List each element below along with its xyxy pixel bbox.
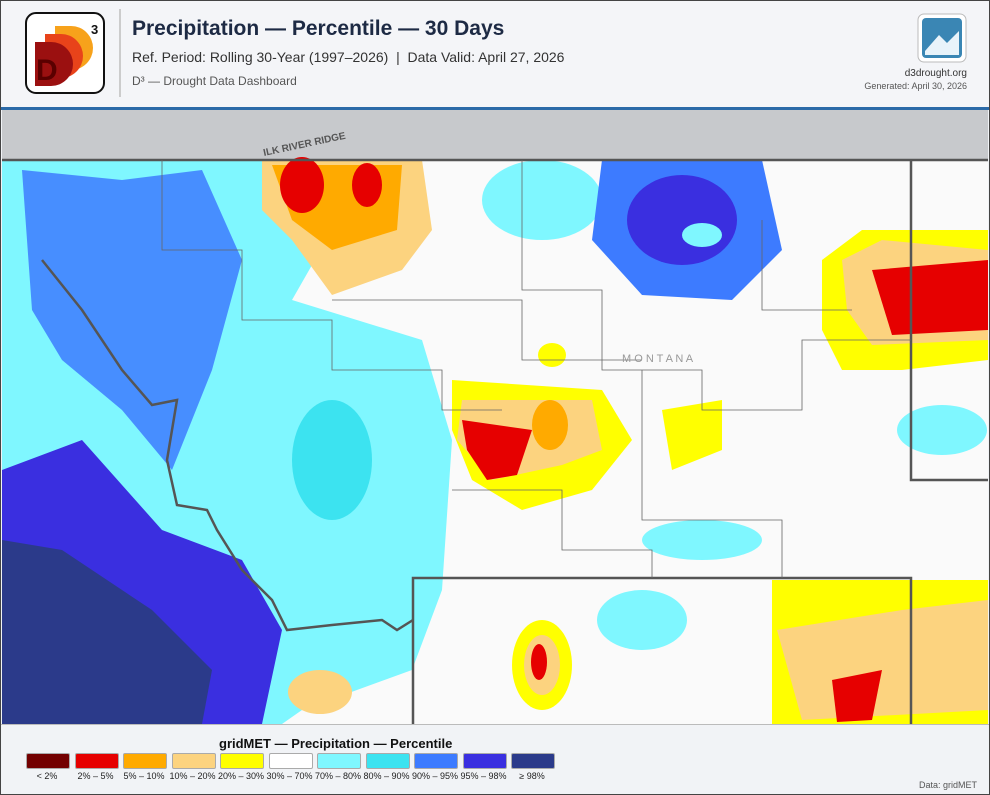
legend-swatch [171, 753, 216, 769]
county-lines [161, 160, 911, 578]
generated: Generated: April 30, 2026 [864, 81, 967, 91]
logo: D 3 [25, 12, 105, 94]
logo-superscript: 3 [91, 22, 98, 37]
state-borders [2, 158, 988, 724]
source: Data: gridMET [918, 780, 977, 790]
legend-label: ≥ 98% [519, 771, 545, 781]
subtitle: Ref. Period: Rolling 30-Year (1997–2026)… [132, 49, 565, 65]
legend-label: 5% – 10% [123, 771, 165, 781]
header: D 3 Precipitation — Percentile — 30 Days… [1, 1, 989, 110]
legend-swatch [74, 753, 119, 769]
legend-label: < 2% [36, 771, 58, 781]
legend: < 2% 2% – 5% 5% – 10% 10% – 20% 20% – 30% 30%… [1, 753, 989, 783]
brand: D³ — Drought Data Dashboard [132, 74, 297, 88]
title: Precipitation — Percentile — 30 Days [132, 17, 505, 40]
legend-title: gridMET — Precipitation — Percentile [219, 736, 453, 751]
legend-swatch [462, 753, 507, 769]
separator [1, 724, 989, 725]
legend-swatch [317, 753, 361, 769]
divider [119, 9, 121, 97]
map: ILK RIVER RIDGE M O N T A N A [2, 110, 988, 724]
site: d3drought.org [904, 68, 967, 79]
legend-swatch [268, 753, 313, 769]
legend-swatch [123, 753, 167, 769]
legend-label: 90% – 95% [411, 771, 459, 781]
legend-label: 80% – 90% [363, 771, 410, 781]
legend-label: 70% – 80% [314, 771, 362, 781]
legend-label: 30% – 70% [266, 771, 313, 781]
logo-letter: D [36, 54, 58, 87]
legend-label: 2% – 5% [77, 771, 114, 781]
legend-swatch [414, 753, 458, 769]
legend-swatch [220, 753, 264, 769]
legend-label: 20% – 30% [217, 771, 265, 781]
precip-fill [2, 157, 988, 724]
legend-label: 10% – 20% [169, 771, 216, 781]
legend-swatch [365, 753, 410, 769]
legend-swatch [511, 753, 555, 769]
site-logo [917, 13, 967, 63]
legend-swatch [26, 753, 70, 769]
map-label: M O N T A N A [622, 353, 694, 365]
legend-label: 95% – 98% [460, 771, 507, 781]
